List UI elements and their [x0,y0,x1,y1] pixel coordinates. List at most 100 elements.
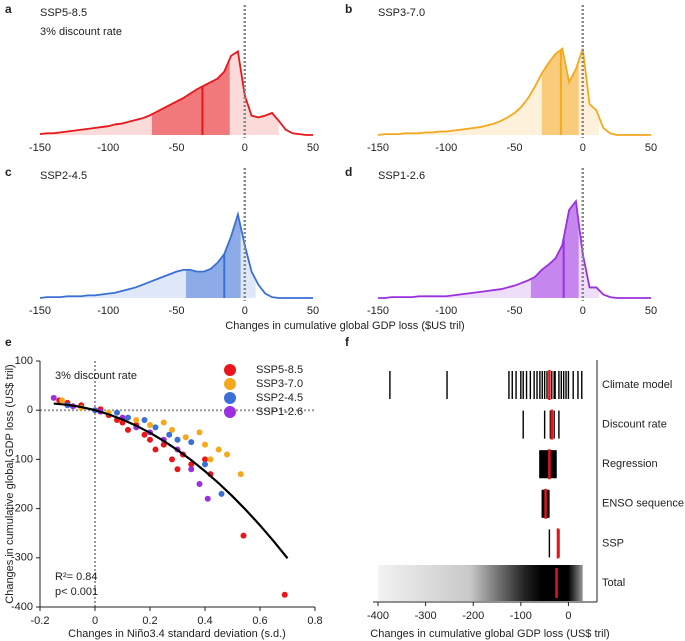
panel-title: SSP1-2.6 [378,170,425,182]
y-tick-label: -300 [11,552,33,564]
legend-marker [224,364,236,376]
scatter-point [224,451,230,458]
scatter-point [59,397,65,404]
scatter-point [125,414,131,421]
density-curve [377,47,651,136]
x-tick-label: -150 [29,142,51,154]
row-label: ENSO sequence [602,498,684,510]
scatter-point [204,495,211,502]
inner-band [530,201,579,298]
y-tick-label: 100 [15,355,33,367]
scatter-point [196,481,203,487]
scatter-point [133,417,140,424]
scatter-point [152,446,159,453]
legend-label: SSP2-4.5 [256,392,303,404]
x-tick-label: 0.6 [252,615,267,627]
legend-label: SSP3-7.0 [256,378,303,390]
legend-label: SSP5-8.5 [256,364,303,376]
scatter-point [141,431,148,438]
panel-title: SSP2-4.5 [40,170,87,182]
scatter-point [169,426,175,433]
annotation: 3% discount rate [55,370,137,382]
row-label: Climate model [602,379,672,391]
x-tick-label: 50 [307,305,319,317]
scatter-point [240,532,247,539]
scatter-point [188,461,195,468]
row-label: Regression [602,458,658,470]
panel-letter: b [345,2,352,16]
panel-letter: c [5,165,12,179]
scatter-point [202,456,208,463]
y-tick-label: -400 [11,601,33,613]
x-tick-label: 0 [565,610,571,622]
scatter-point [182,434,189,441]
scatter-point [174,436,181,443]
x-tick-label: -200 [462,610,484,622]
panel-letter: d [345,165,352,179]
scatter-point [152,424,159,431]
scatter-point [237,471,244,478]
scatter-point [147,421,153,428]
x-tick-label: 0 [580,142,586,154]
x-tick-label: -100 [435,305,457,317]
x-tick-label: 0.4 [197,615,212,627]
x-tick-label: 0.8 [307,615,322,627]
scatter-point [166,431,173,438]
x-tick-label: -50 [507,142,523,154]
p-value: p< 0.001 [55,586,98,598]
x-tick-label: -150 [29,305,51,317]
x-tick-label: 0.2 [142,615,157,627]
density-curve [378,198,651,299]
inner-band [186,214,241,298]
panel-title: SSP5-8.5 [40,7,87,19]
inner-band [151,58,230,135]
r-squared: R²= 0.84 [55,571,98,583]
x-tick-label: 50 [645,142,657,154]
scatter-point [188,439,195,446]
row-label: SSP [602,537,624,549]
scatter-point [174,466,181,473]
density-curve [39,49,313,136]
scatter-point [207,456,214,463]
x-tick-label: -100 [97,142,119,154]
row-label: Discount rate [602,419,667,431]
scatter-point [141,417,148,424]
legend-label: SSP1-2.6 [256,406,303,418]
x-tick-label: 0 [92,615,98,627]
scatter-point [188,466,195,473]
scatter-point [114,409,120,416]
scatter-point [147,436,153,443]
legend-marker [224,378,236,390]
scatter-point [196,429,203,436]
x-tick-label: -50 [169,305,185,317]
x-tick-label: -100 [97,305,119,317]
total-band [378,565,583,601]
x-tick-label: -300 [415,610,437,622]
x-tick-label: -0.2 [31,615,50,627]
x-tick-label: 0 [580,305,586,317]
scatter-point [125,426,131,433]
y-tick-label: -200 [11,503,33,515]
x-tick-label: -50 [507,305,523,317]
panel-letter: f [345,335,350,349]
x-tick-label: -400 [367,610,389,622]
x-tick-label: -150 [367,142,389,154]
scatter-point [218,490,225,497]
x-axis-label: Changes in cumulative global GDP loss ($… [225,320,464,332]
scatter-point [160,419,167,426]
y-tick-label: 0 [27,404,33,416]
x-tick-label: 0 [242,305,248,317]
scatter-point [169,456,175,463]
scatter-point [202,461,208,468]
panel-subtitle: 3% discount rate [40,26,122,38]
legend-marker [224,406,236,418]
scatter-point [202,441,208,448]
scatter-point [215,446,222,453]
x-tick-label: 50 [645,305,657,317]
scatter-point [281,591,288,598]
panel-letter: e [5,335,12,349]
panel-letter: a [5,2,12,16]
x-tick-label: -100 [510,610,532,622]
